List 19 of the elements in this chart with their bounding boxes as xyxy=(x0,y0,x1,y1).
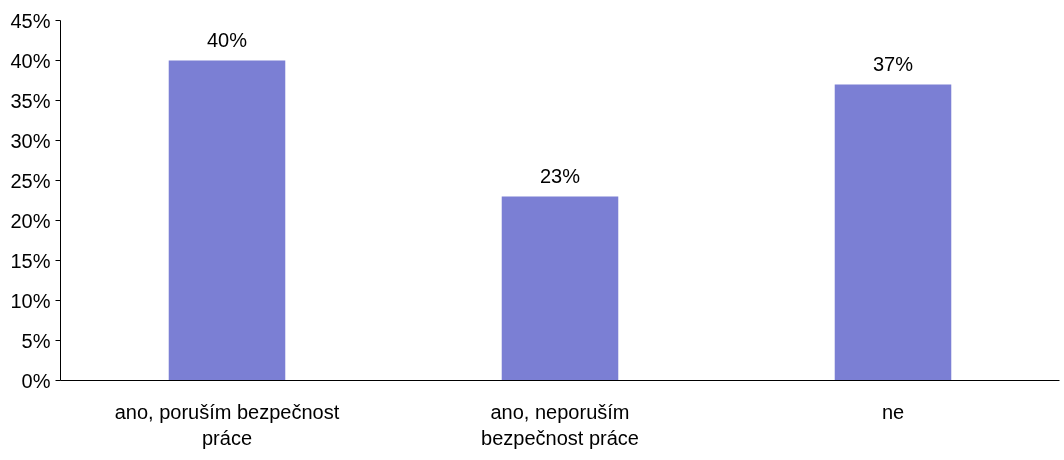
y-tick-label: 40% xyxy=(10,49,51,72)
y-tick-label: 30% xyxy=(10,129,51,152)
bar xyxy=(834,84,952,381)
y-tick-label: 35% xyxy=(10,89,51,112)
x-tick-label: ano, neporuším bezpečnost práce xyxy=(481,400,639,449)
data-label: 23% xyxy=(539,164,581,187)
data-label: 37% xyxy=(872,52,914,75)
bar xyxy=(501,196,619,381)
y-tick-label: 45% xyxy=(10,9,51,32)
y-tick-label: 25% xyxy=(10,169,51,192)
data-label: 40% xyxy=(206,28,248,51)
x-tick-label: ano, poruším bezpečnost práce xyxy=(114,400,340,449)
y-tick-label: 20% xyxy=(10,209,51,232)
y-tick-label: 10% xyxy=(10,289,51,312)
y-tick-label: 15% xyxy=(10,249,51,272)
x-tick-label: ne xyxy=(881,400,905,423)
y-tick-label: 0% xyxy=(21,369,51,392)
y-tick-label: 5% xyxy=(21,329,51,352)
bar xyxy=(168,60,286,381)
